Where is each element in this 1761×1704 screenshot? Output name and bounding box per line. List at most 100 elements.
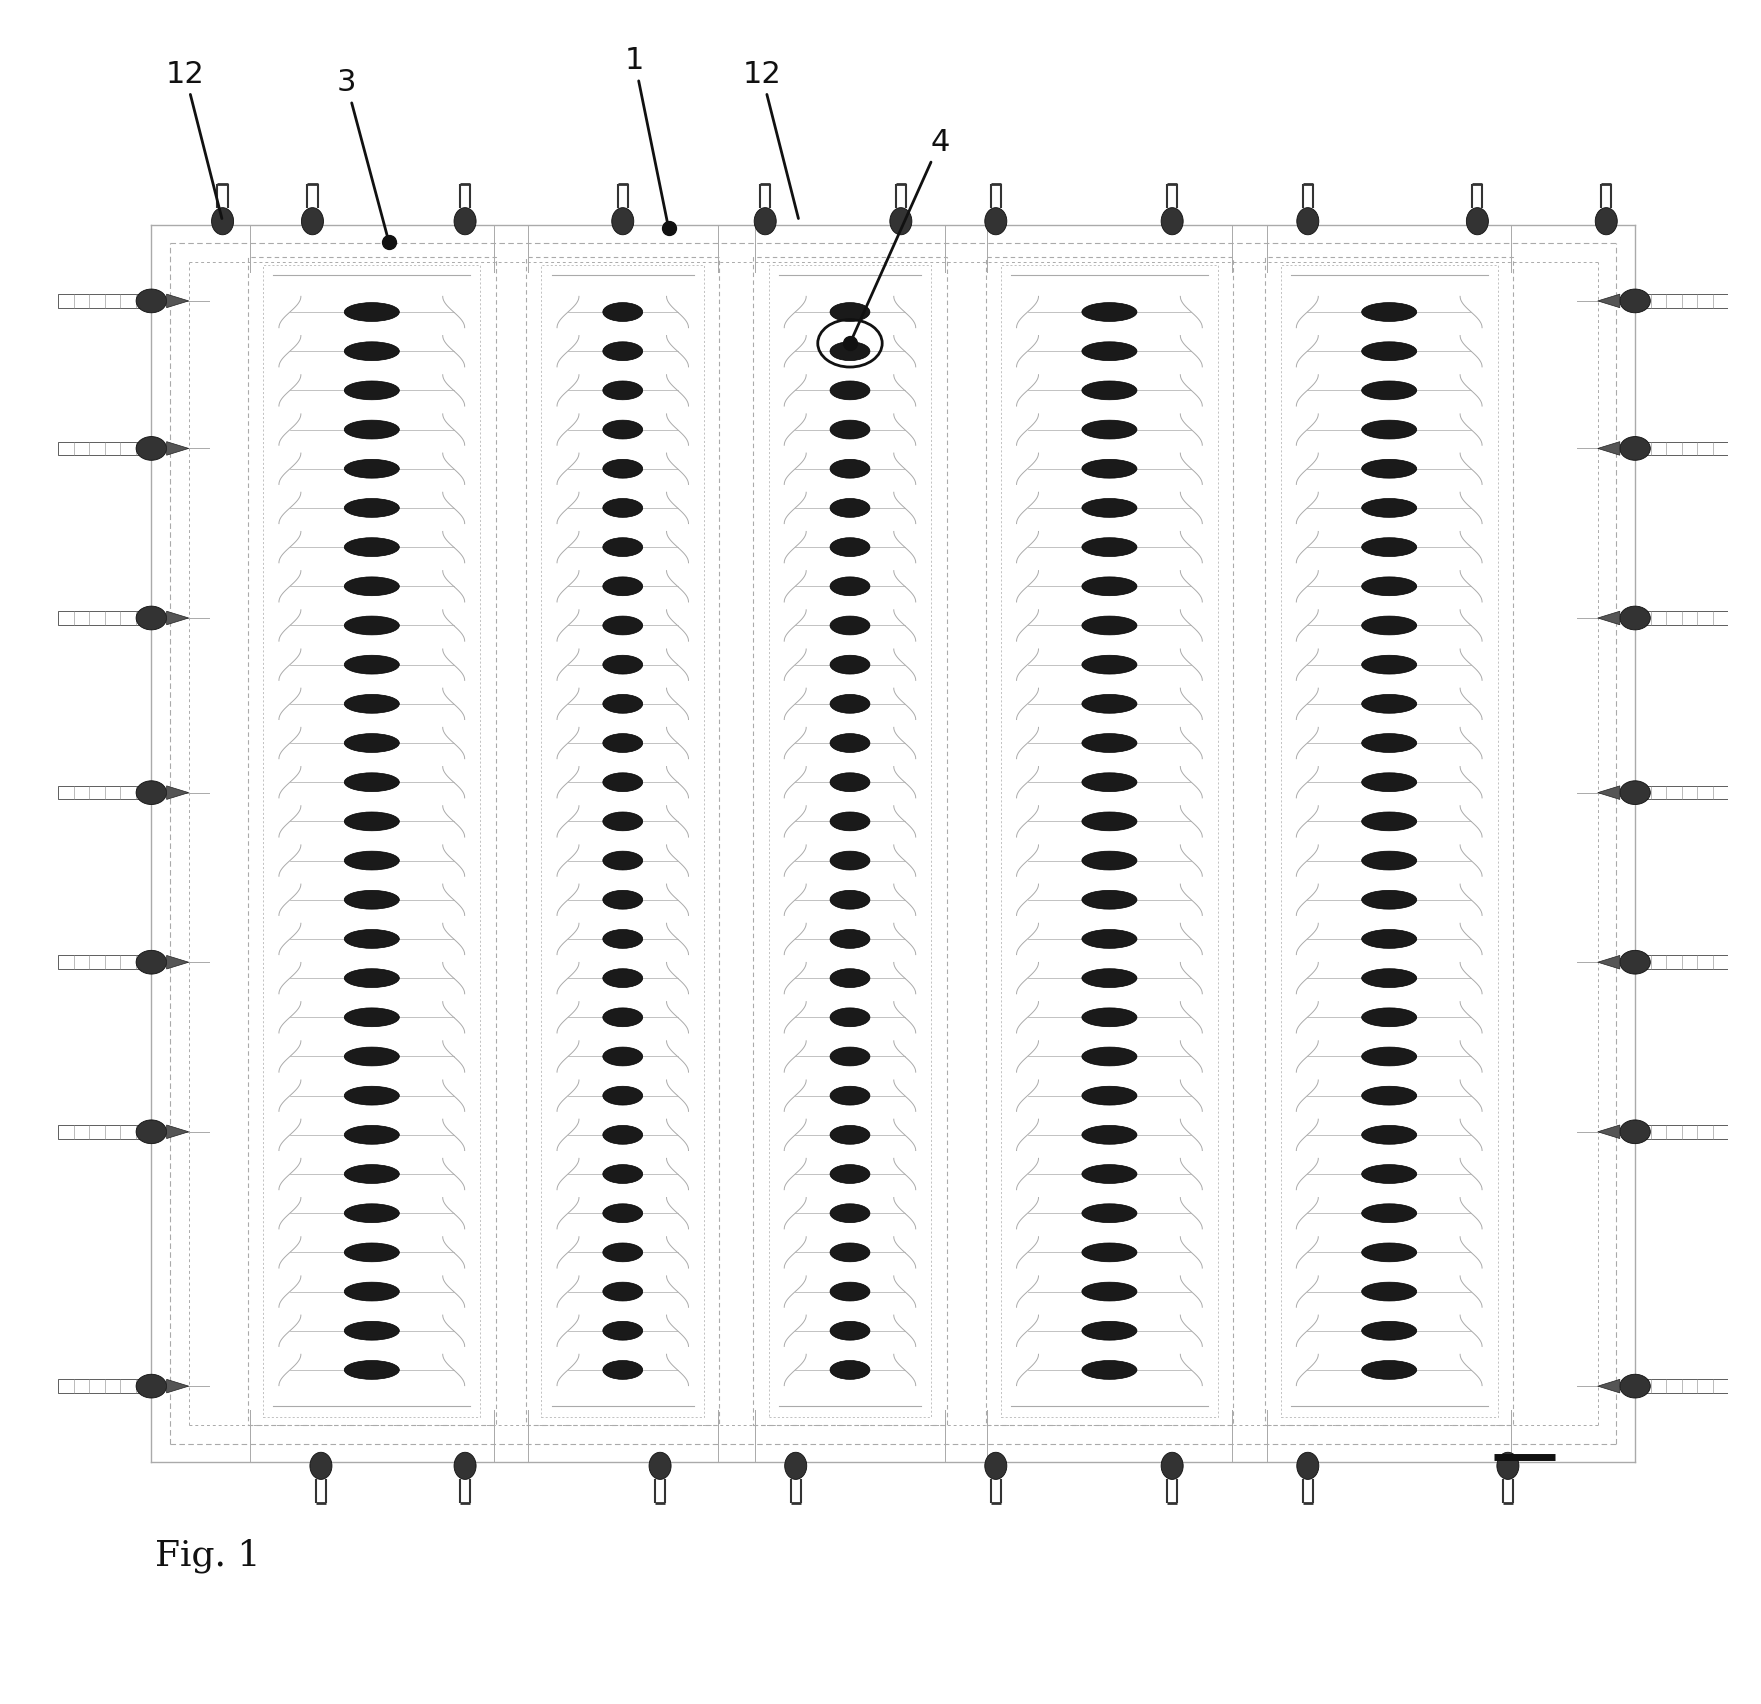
- Ellipse shape: [1081, 1164, 1138, 1184]
- Ellipse shape: [829, 695, 870, 714]
- Ellipse shape: [454, 1452, 475, 1479]
- Ellipse shape: [1081, 1085, 1138, 1106]
- Ellipse shape: [1620, 436, 1650, 460]
- Ellipse shape: [1361, 852, 1418, 871]
- Bar: [986, 257, 1233, 1425]
- Polygon shape: [1597, 1379, 1620, 1392]
- Ellipse shape: [602, 1125, 643, 1145]
- Ellipse shape: [1361, 1242, 1418, 1261]
- Bar: [1634, 1379, 1728, 1392]
- Ellipse shape: [829, 1046, 870, 1067]
- Ellipse shape: [829, 929, 870, 949]
- Ellipse shape: [1361, 813, 1418, 832]
- Ellipse shape: [602, 1046, 643, 1067]
- Ellipse shape: [1160, 208, 1183, 235]
- Ellipse shape: [343, 1360, 400, 1379]
- Ellipse shape: [1081, 617, 1138, 636]
- Ellipse shape: [1361, 774, 1418, 792]
- Ellipse shape: [829, 538, 870, 557]
- Ellipse shape: [1361, 303, 1418, 322]
- Ellipse shape: [785, 1452, 807, 1479]
- Ellipse shape: [1081, 1281, 1138, 1300]
- Polygon shape: [167, 956, 188, 970]
- Ellipse shape: [611, 208, 634, 235]
- Ellipse shape: [1081, 1125, 1138, 1145]
- Ellipse shape: [829, 499, 870, 518]
- Ellipse shape: [602, 891, 643, 910]
- Ellipse shape: [602, 578, 643, 596]
- Ellipse shape: [343, 303, 400, 322]
- Polygon shape: [1597, 786, 1620, 799]
- Bar: [58, 956, 151, 970]
- Ellipse shape: [829, 1085, 870, 1106]
- Ellipse shape: [343, 499, 400, 518]
- Ellipse shape: [829, 1321, 870, 1339]
- Ellipse shape: [1361, 617, 1418, 636]
- Bar: [541, 266, 704, 1416]
- Text: Fig. 1: Fig. 1: [155, 1539, 261, 1573]
- Ellipse shape: [602, 1360, 643, 1379]
- Ellipse shape: [1081, 774, 1138, 792]
- Ellipse shape: [1361, 656, 1418, 675]
- Ellipse shape: [1081, 343, 1138, 361]
- Ellipse shape: [1361, 1007, 1418, 1028]
- Ellipse shape: [310, 1452, 333, 1479]
- Ellipse shape: [602, 1203, 643, 1222]
- Polygon shape: [1597, 441, 1620, 455]
- Bar: [58, 1379, 151, 1392]
- Polygon shape: [167, 786, 188, 799]
- Ellipse shape: [1361, 1321, 1418, 1339]
- Ellipse shape: [602, 1281, 643, 1300]
- Ellipse shape: [1081, 852, 1138, 871]
- Ellipse shape: [1081, 734, 1138, 753]
- Ellipse shape: [602, 499, 643, 518]
- Ellipse shape: [136, 1373, 167, 1397]
- Ellipse shape: [343, 460, 400, 479]
- Bar: [1280, 266, 1497, 1416]
- Ellipse shape: [136, 607, 167, 630]
- Ellipse shape: [343, 1281, 400, 1300]
- Ellipse shape: [829, 1007, 870, 1028]
- Ellipse shape: [754, 208, 777, 235]
- Ellipse shape: [343, 852, 400, 871]
- Ellipse shape: [602, 460, 643, 479]
- Ellipse shape: [1296, 1452, 1319, 1479]
- Ellipse shape: [343, 1085, 400, 1106]
- Ellipse shape: [1081, 891, 1138, 910]
- Ellipse shape: [602, 617, 643, 636]
- Ellipse shape: [829, 1125, 870, 1145]
- Ellipse shape: [1497, 1452, 1520, 1479]
- Ellipse shape: [136, 436, 167, 460]
- Polygon shape: [1597, 956, 1620, 970]
- Ellipse shape: [829, 1360, 870, 1379]
- Ellipse shape: [1361, 1203, 1418, 1222]
- Ellipse shape: [343, 578, 400, 596]
- Ellipse shape: [602, 303, 643, 322]
- Bar: [1000, 266, 1219, 1416]
- Polygon shape: [167, 441, 188, 455]
- Ellipse shape: [602, 421, 643, 440]
- Ellipse shape: [1081, 499, 1138, 518]
- Polygon shape: [167, 1379, 188, 1392]
- Ellipse shape: [602, 1242, 643, 1261]
- Ellipse shape: [1620, 290, 1650, 314]
- Ellipse shape: [829, 1281, 870, 1300]
- Ellipse shape: [1361, 695, 1418, 714]
- Ellipse shape: [829, 813, 870, 832]
- Ellipse shape: [343, 1321, 400, 1339]
- Ellipse shape: [1081, 656, 1138, 675]
- Ellipse shape: [1081, 1046, 1138, 1067]
- Ellipse shape: [1361, 1281, 1418, 1300]
- Ellipse shape: [1081, 1360, 1138, 1379]
- Ellipse shape: [1620, 1120, 1650, 1143]
- Ellipse shape: [1361, 538, 1418, 557]
- Polygon shape: [167, 295, 188, 308]
- Ellipse shape: [343, 968, 400, 988]
- Ellipse shape: [829, 1242, 870, 1261]
- Bar: [1634, 441, 1728, 455]
- Ellipse shape: [1081, 382, 1138, 400]
- Ellipse shape: [602, 734, 643, 753]
- Ellipse shape: [1081, 695, 1138, 714]
- Ellipse shape: [343, 1203, 400, 1222]
- Ellipse shape: [829, 343, 870, 361]
